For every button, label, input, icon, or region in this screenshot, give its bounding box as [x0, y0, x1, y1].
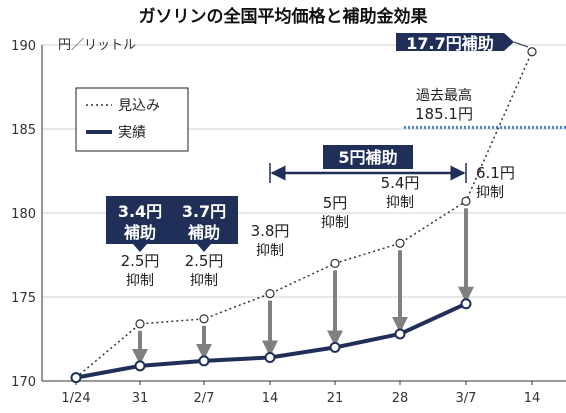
subsidy-box-shape-1 [170, 196, 238, 252]
top-badge-label: 17.7円補助 [406, 34, 493, 53]
suppression-label-4: 抑制 [321, 215, 349, 231]
annotations: 2.5円抑制2.5円抑制3.8円抑制5円抑制5.4円抑制6.1円抑制3.4円補助… [106, 33, 529, 289]
subsidy-box-amount-1: 3.7円 [182, 202, 226, 221]
actual-point-6 [460, 298, 472, 310]
suppression-amount-6: 6.1円 [476, 164, 515, 182]
x-tick-label-7: 14 [524, 391, 541, 406]
forecast-point-5 [395, 238, 405, 248]
y-axis-unit-label: 円／リットル [58, 38, 136, 53]
suppression-label-6: 抑制 [476, 185, 504, 201]
x-tick-label-4: 21 [327, 391, 344, 406]
actual-point-4 [329, 341, 341, 353]
forecast-point-1 [135, 319, 145, 329]
forecast-point-6 [461, 196, 471, 206]
actual-point-0 [70, 372, 82, 384]
suppression-amount-4: 5円 [323, 194, 348, 212]
suppression-label-2: 抑制 [190, 273, 218, 289]
legend-label-forecast: 見込み [118, 98, 160, 114]
suppression-amount-3: 3.8円 [251, 222, 290, 240]
top-badge-shape [396, 33, 514, 51]
suppression-label-3: 抑制 [256, 243, 284, 259]
subsidy-box-label-0: 補助 [123, 223, 156, 242]
y-tick-label-170: 170 [11, 375, 36, 390]
actual-point-1 [134, 360, 146, 372]
record-high-label: 過去最高 [416, 87, 472, 104]
subsidy-box-amount-0: 3.4円 [118, 202, 162, 221]
x-tick-label-6: 3/7 [456, 391, 477, 406]
legend-label-actual: 実績 [118, 125, 146, 141]
subsidy-box-1: 3.7円補助 [170, 196, 238, 252]
forecast-point-2 [199, 314, 209, 324]
suppression-amount-5: 5.4円 [381, 174, 420, 192]
record-high-value: 185.1円 [415, 105, 473, 123]
forecast-point-4 [330, 258, 340, 268]
x-tick-label-1: 31 [132, 391, 149, 406]
legend: 見込み 実績 [75, 87, 189, 152]
actual-point-3 [264, 351, 276, 363]
legend-box [75, 87, 189, 152]
suppression-label-1: 抑制 [126, 273, 154, 289]
data-points [70, 47, 537, 384]
x-tick-label-2: 2/7 [194, 391, 215, 406]
y-tick-label-180: 180 [11, 207, 36, 222]
suppression-arrows [132, 208, 474, 365]
forecast-point-3 [265, 289, 275, 299]
x-tick-label-5: 28 [392, 391, 409, 406]
y-tick-label-175: 175 [11, 291, 36, 306]
span-label: 5円補助 [338, 148, 397, 167]
subsidy-box-label-1: 補助 [187, 223, 220, 242]
forecast-point-7 [527, 47, 537, 57]
suppression-amount-1: 2.5円 [121, 252, 160, 270]
axes: 170 175 180 185 190 1/24 31 2/7 14 21 28 3/7 14 [11, 39, 566, 406]
x-tick-label-3: 14 [262, 391, 279, 406]
x-tick-label-0: 1/24 [61, 391, 90, 406]
actual-point-2 [198, 355, 210, 367]
chart-title: ガソリンの全国平均価格と補助金効果 [139, 6, 428, 27]
y-tick-label-185: 185 [11, 123, 36, 138]
suppression-amount-2: 2.5円 [185, 252, 224, 270]
top-badge-leader [513, 41, 529, 48]
suppression-label-5: 抑制 [386, 195, 414, 211]
span-label-box [323, 145, 413, 169]
actual-point-5 [394, 328, 406, 340]
subsidy-box-shape-0 [106, 196, 174, 252]
y-tick-label-190: 190 [11, 39, 36, 54]
